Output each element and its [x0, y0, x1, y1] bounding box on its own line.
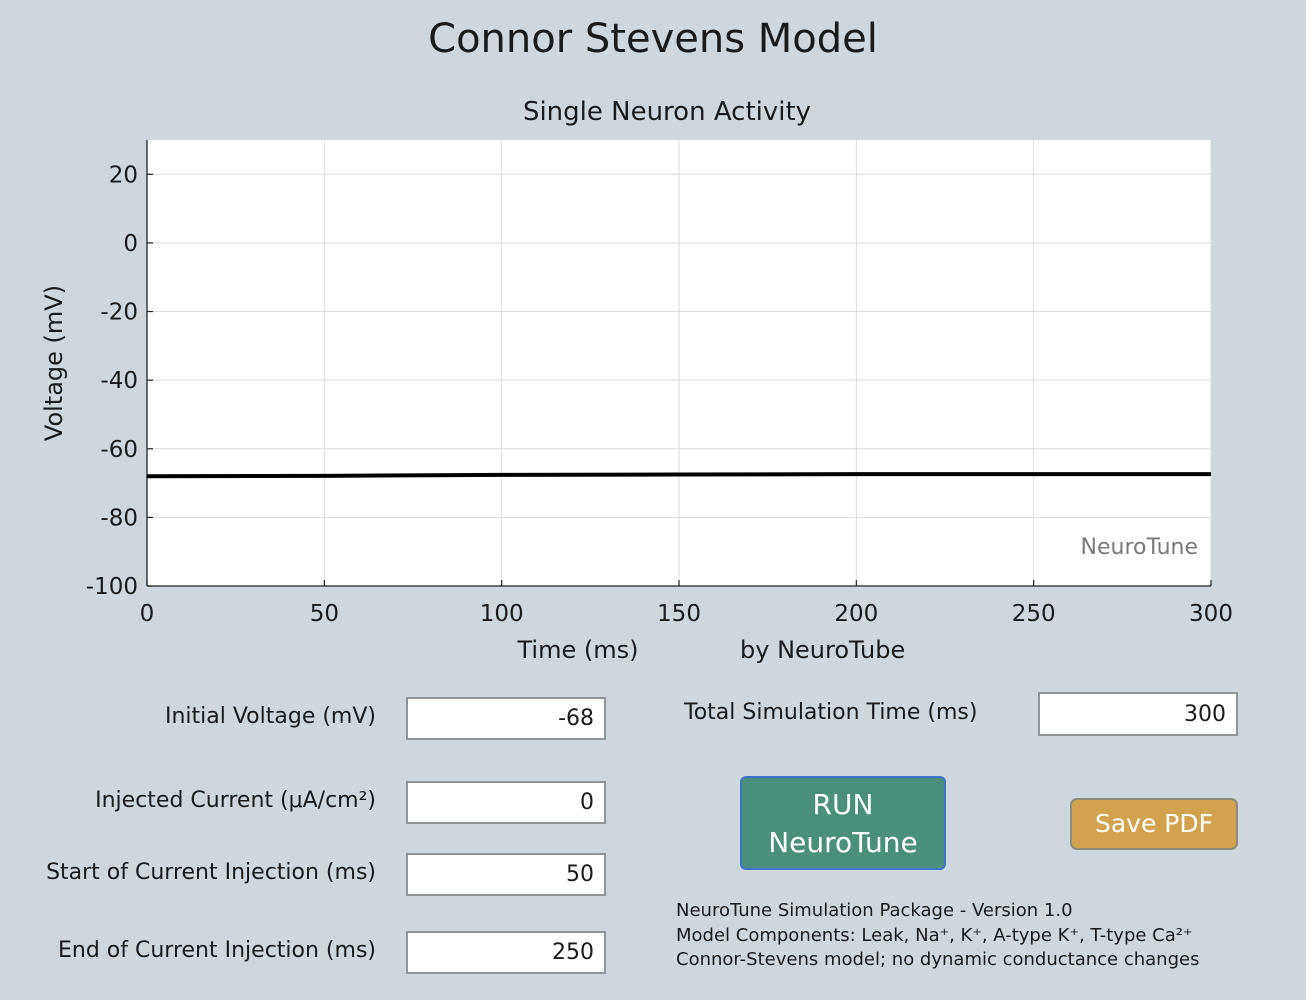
x-tick-label: 150 — [657, 601, 701, 627]
start-injection-input[interactable] — [406, 853, 606, 896]
end-injection-label: End of Current Injection (ms) — [58, 938, 376, 963]
injected-current-label: Injected Current (μA/cm²) — [95, 788, 376, 813]
series-lines — [146, 472, 1211, 479]
end-injection-input[interactable] — [406, 931, 606, 974]
info-version: NeuroTune Simulation Package - Version 1… — [676, 900, 1073, 921]
watermark-label: NeuroTune — [1081, 535, 1198, 560]
x-axis-label: Time (ms) — [517, 636, 639, 664]
total-time-input[interactable] — [1038, 692, 1238, 736]
x-tick-label: 100 — [480, 601, 524, 627]
y-tick-label: -80 — [100, 505, 138, 531]
y-axis-label: Voltage (mV) — [40, 285, 68, 441]
save-pdf-button[interactable]: Save PDF — [1070, 798, 1238, 850]
x-tick-label: 300 — [1189, 601, 1233, 627]
voltage-trace-line — [146, 472, 1211, 479]
y-tick-label: 0 — [123, 231, 138, 257]
x-tick-label: 250 — [1012, 601, 1056, 627]
y-tick-label: -40 — [100, 368, 138, 394]
initial-voltage-label: Initial Voltage (mV) — [164, 704, 376, 729]
x-tick-label: 200 — [834, 601, 878, 627]
total-time-label: Total Simulation Time (ms) — [684, 700, 978, 725]
x-tick-label: 50 — [310, 601, 339, 627]
start-injection-label: Start of Current Injection (ms) — [46, 860, 376, 885]
run-neurotune-button[interactable]: RUN NeuroTune — [740, 776, 946, 870]
info-components: Model Components: Leak, Na⁺, K⁺, A-type … — [676, 925, 1193, 946]
window-title: Connor Stevens Model — [428, 16, 878, 62]
credit-label: by NeuroTube — [740, 636, 905, 664]
y-tick-label: 20 — [109, 162, 138, 188]
run-button-line1: RUN — [812, 788, 874, 821]
y-tick-label: -60 — [100, 437, 138, 463]
chart-title: Single Neuron Activity — [523, 97, 811, 127]
run-button-line2: NeuroTune — [768, 826, 918, 859]
axes — [146, 140, 1212, 587]
info-model-note: Connor-Stevens model; no dynamic conduct… — [676, 949, 1200, 970]
initial-voltage-input[interactable] — [406, 697, 606, 740]
y-tick-label: -100 — [86, 574, 138, 600]
grid-lines — [146, 140, 1212, 587]
x-tick-label: 0 — [140, 601, 155, 627]
y-tick-label: -20 — [100, 300, 138, 326]
injected-current-input[interactable] — [406, 781, 606, 824]
voltage-plot: Single Neuron Activity 0 50 100 150 200 250 30… — [40, 97, 1233, 664]
